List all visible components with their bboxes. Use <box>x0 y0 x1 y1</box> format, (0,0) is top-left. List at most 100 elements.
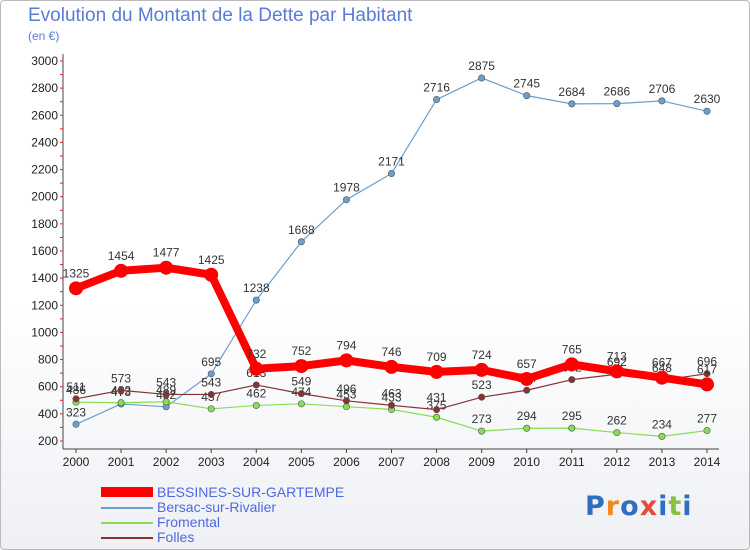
data-label: 657 <box>517 357 537 371</box>
x-tick-label: 2009 <box>468 455 495 469</box>
data-point <box>474 362 489 377</box>
data-label: 746 <box>381 345 401 359</box>
data-label: 295 <box>562 409 582 423</box>
data-point <box>162 390 170 398</box>
data-point <box>252 381 260 389</box>
data-label: 732 <box>246 347 266 361</box>
legend-swatch <box>101 507 153 509</box>
data-label: 765 <box>562 342 582 356</box>
data-label: 1978 <box>333 181 360 195</box>
data-label: 2630 <box>694 92 721 106</box>
y-tick-label: 2200 <box>31 163 58 177</box>
x-tick-label: 2013 <box>649 455 676 469</box>
data-point <box>703 427 711 435</box>
data-label: 234 <box>652 417 672 431</box>
data-point <box>433 413 441 421</box>
data-label: 486 <box>66 383 86 397</box>
x-tick-label: 2003 <box>198 455 225 469</box>
data-label: 1668 <box>288 223 315 237</box>
data-point <box>207 390 215 398</box>
x-tick-label: 2012 <box>604 455 631 469</box>
data-point <box>117 386 125 394</box>
legend-label: Bersac-sur-Rivalier <box>157 499 277 515</box>
legend-swatch <box>101 487 153 497</box>
data-label: 1454 <box>108 249 135 263</box>
data-label: 463 <box>381 386 401 400</box>
data-point <box>654 370 669 385</box>
data-label: 511 <box>66 380 85 394</box>
data-point <box>249 361 264 376</box>
data-point <box>342 397 350 405</box>
data-label: 1325 <box>63 266 90 280</box>
x-tick-label: 2000 <box>63 455 90 469</box>
data-label: 696 <box>697 355 717 369</box>
y-tick-label: 3000 <box>31 54 58 68</box>
data-label: 262 <box>607 414 627 428</box>
x-tick-label: 2008 <box>423 455 450 469</box>
data-point <box>339 353 354 368</box>
data-label: 709 <box>427 350 447 364</box>
chart-title: Evolution du Montant de la Dette par Hab… <box>28 5 413 26</box>
data-point <box>478 74 486 82</box>
data-label: 549 <box>291 375 311 389</box>
data-label: 617 <box>697 362 717 376</box>
data-label: 724 <box>472 348 492 362</box>
x-tick-label: 2001 <box>108 455 135 469</box>
x-tick-label: 2007 <box>378 455 405 469</box>
data-point <box>703 370 711 378</box>
data-label: 431 <box>427 391 447 405</box>
data-point <box>523 424 531 432</box>
data-label: 453 <box>336 388 356 402</box>
data-label: 323 <box>66 405 86 419</box>
data-point <box>519 371 534 386</box>
y-tick-label: 400 <box>38 407 58 421</box>
y-tick-label: 2000 <box>31 190 58 204</box>
data-point <box>252 401 260 409</box>
data-label: 543 <box>201 375 221 389</box>
data-label: 667 <box>652 356 672 370</box>
x-tick-label: 2014 <box>694 455 721 469</box>
data-label: 695 <box>201 355 221 369</box>
data-point <box>297 390 305 398</box>
data-point <box>294 359 309 374</box>
data-point <box>613 100 621 108</box>
y-tick-label: 2400 <box>31 135 58 149</box>
data-point <box>207 405 215 413</box>
data-label: 294 <box>517 409 537 423</box>
data-label: 2706 <box>649 82 676 96</box>
legend-swatch <box>101 537 153 539</box>
legend-label: Folles <box>157 529 195 545</box>
data-point <box>568 424 576 432</box>
x-tick-label: 2002 <box>153 455 180 469</box>
proxiti-logo: Proxiti <box>585 491 693 522</box>
data-point <box>478 427 486 435</box>
data-label: 496 <box>336 382 356 396</box>
legend-label: BESSINES-SUR-GARTEMPE <box>157 484 345 500</box>
data-label: 713 <box>607 349 627 363</box>
data-label: 462 <box>246 386 266 400</box>
data-label: 648 <box>652 361 672 375</box>
data-label: 523 <box>472 378 492 392</box>
y-tick-label: 600 <box>38 380 58 394</box>
data-label: 277 <box>697 412 717 426</box>
data-label: 2171 <box>378 155 405 169</box>
data-point <box>342 196 350 204</box>
data-label: 2684 <box>558 85 585 99</box>
data-point <box>564 357 579 372</box>
data-point <box>433 96 441 104</box>
data-point <box>609 364 624 379</box>
data-label: 1425 <box>198 253 225 267</box>
legend-swatch <box>101 522 153 524</box>
data-point <box>114 263 129 278</box>
data-point <box>613 429 621 437</box>
data-label: 1477 <box>153 246 180 260</box>
data-point <box>658 97 666 105</box>
y-tick-label: 2800 <box>31 81 58 95</box>
data-label: 2716 <box>423 81 450 95</box>
data-point <box>523 386 531 394</box>
data-label: 1238 <box>243 281 270 295</box>
data-point <box>433 406 441 414</box>
data-point <box>700 377 714 392</box>
y-tick-label: 1200 <box>31 298 58 312</box>
